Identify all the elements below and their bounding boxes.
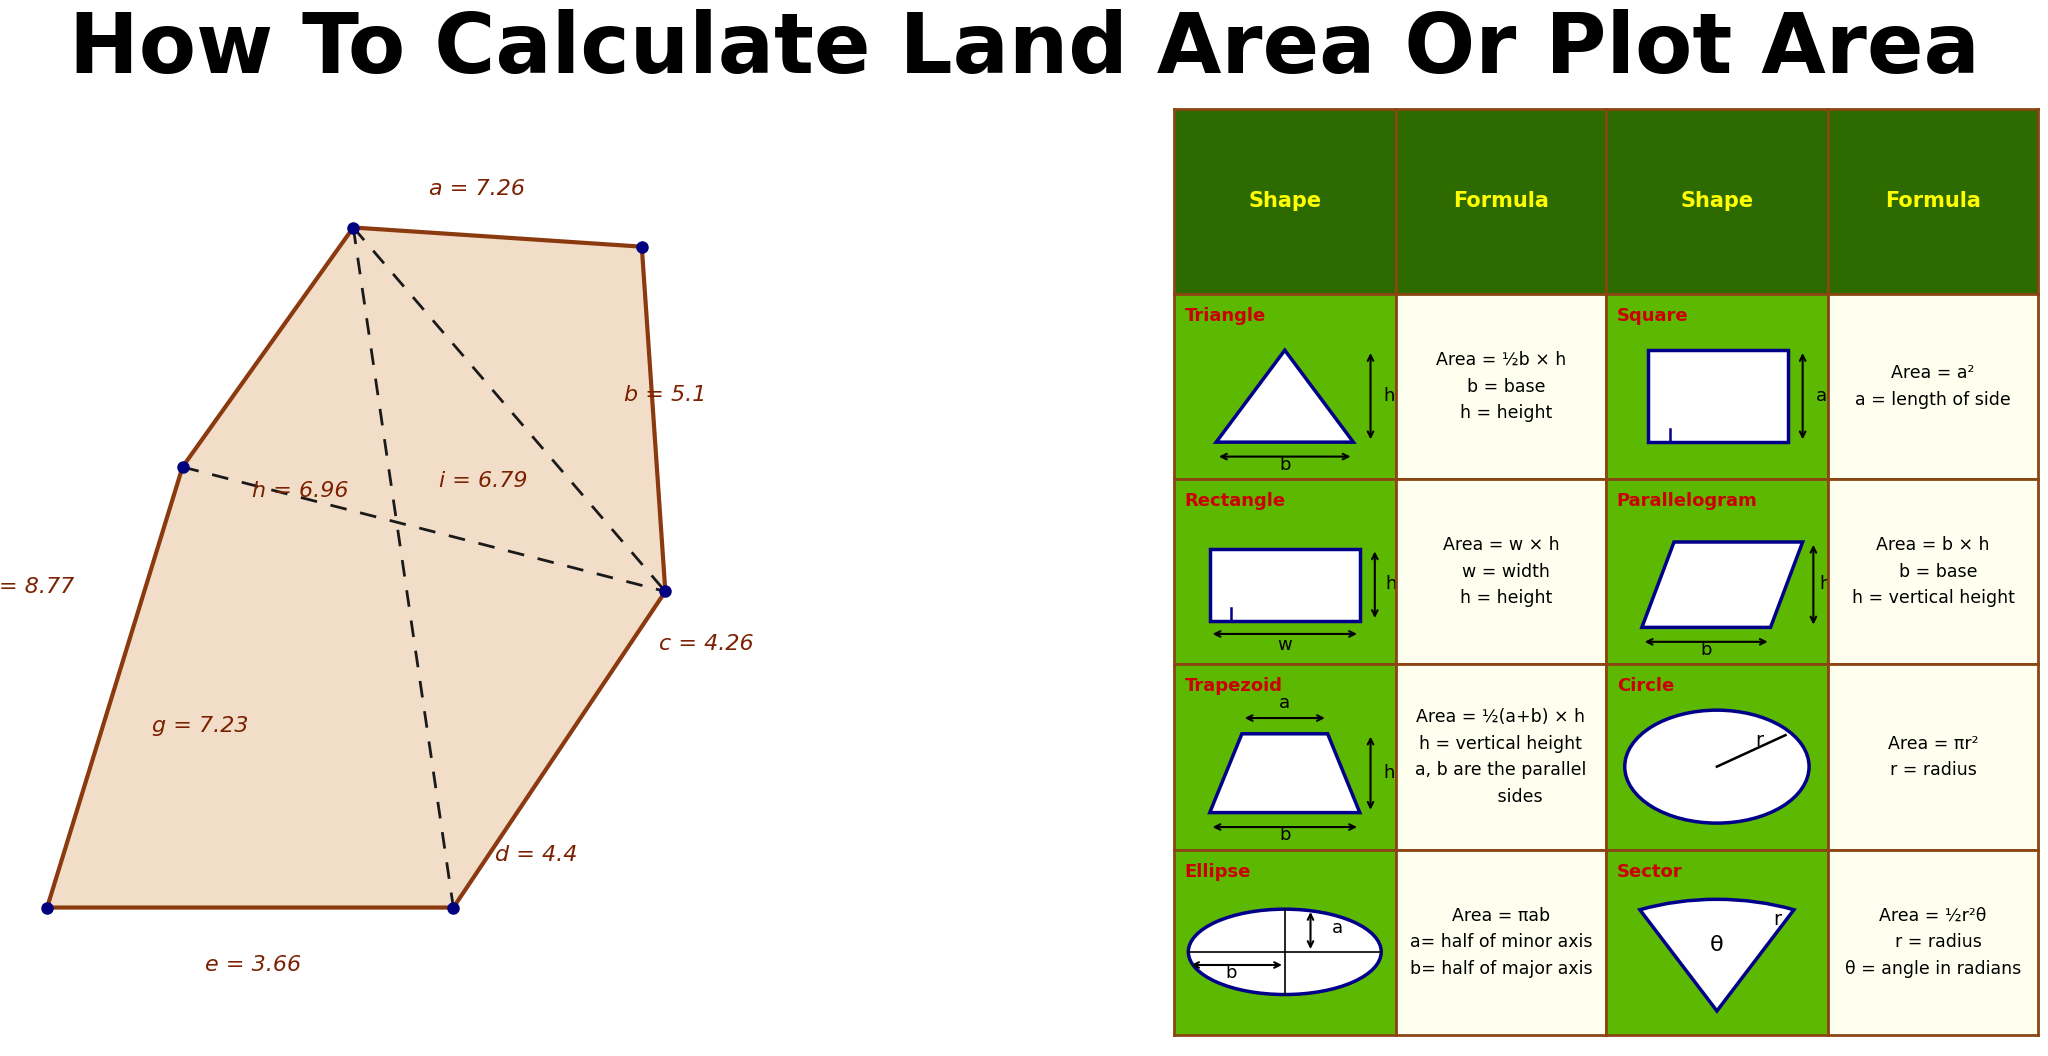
Text: r: r (1755, 731, 1763, 750)
Circle shape (1624, 710, 1808, 823)
Polygon shape (1217, 351, 1354, 442)
Text: Shape: Shape (1247, 191, 1321, 211)
Text: Area = ½(a+b) × h
h = vertical height
a, b are the parallel
       sides: Area = ½(a+b) × h h = vertical height a,… (1415, 709, 1587, 806)
Text: Area = πr²
r = radius: Area = πr² r = radius (1888, 735, 1978, 779)
Text: b: b (1280, 456, 1290, 474)
Text: a: a (1815, 388, 1827, 406)
Text: Area = w × h
  w = width
  h = height: Area = w × h w = width h = height (1442, 536, 1559, 607)
Text: Rectangle: Rectangle (1184, 492, 1286, 510)
Text: Trapezoid: Trapezoid (1184, 677, 1282, 696)
Polygon shape (1210, 734, 1360, 813)
Text: h = 6.96: h = 6.96 (252, 480, 348, 501)
Text: f = 8.77: f = 8.77 (0, 577, 74, 597)
Ellipse shape (1188, 909, 1380, 995)
Text: Triangle: Triangle (1184, 307, 1266, 325)
Text: b = 5.1: b = 5.1 (625, 385, 707, 406)
Text: Square: Square (1616, 307, 1688, 325)
Text: Ellipse: Ellipse (1184, 863, 1251, 881)
Wedge shape (1640, 900, 1794, 1011)
Text: Circle: Circle (1616, 677, 1673, 696)
Text: How To Calculate Land Area Or Plot Area: How To Calculate Land Area Or Plot Area (70, 8, 1978, 90)
Text: Formula: Formula (1884, 191, 1980, 211)
Text: Area = ½r²θ
  r = radius
θ = angle in radians: Area = ½r²θ r = radius θ = angle in radi… (1845, 907, 2021, 978)
Text: h: h (1386, 576, 1397, 593)
Polygon shape (1642, 542, 1802, 627)
Text: Formula: Formula (1452, 191, 1548, 211)
Text: e = 3.66: e = 3.66 (205, 955, 301, 975)
Text: Area = ½b × h
  b = base
  h = height: Area = ½b × h b = base h = height (1436, 352, 1567, 422)
Bar (1649, 351, 1788, 442)
Text: c = 4.26: c = 4.26 (659, 635, 754, 654)
Text: b: b (1700, 641, 1712, 659)
Text: a = 7.26: a = 7.26 (428, 180, 524, 200)
Bar (1210, 548, 1360, 621)
Text: g = 7.23: g = 7.23 (152, 716, 248, 736)
Text: b: b (1225, 964, 1237, 982)
Text: b: b (1280, 826, 1290, 844)
Text: a: a (1331, 919, 1343, 938)
Text: i = 6.79: i = 6.79 (438, 471, 526, 491)
Text: Parallelogram: Parallelogram (1616, 492, 1757, 510)
Text: Area = a²
a = length of side: Area = a² a = length of side (1855, 364, 2011, 409)
Text: h: h (1382, 388, 1395, 406)
Polygon shape (47, 227, 666, 907)
Text: Area = b × h
  b = base
h = vertical height: Area = b × h b = base h = vertical heigh… (1851, 536, 2015, 607)
Text: Shape: Shape (1679, 191, 1753, 211)
Text: θ: θ (1710, 936, 1724, 956)
Text: w: w (1278, 636, 1292, 654)
Text: a: a (1280, 694, 1290, 712)
Text: Area = πab
a= half of minor axis
b= half of major axis: Area = πab a= half of minor axis b= half… (1409, 907, 1591, 978)
Text: h: h (1821, 576, 1831, 593)
Text: r: r (1774, 909, 1782, 928)
Text: h: h (1382, 765, 1395, 782)
Text: d = 4.4: d = 4.4 (496, 845, 578, 865)
Text: Sector: Sector (1616, 863, 1681, 881)
